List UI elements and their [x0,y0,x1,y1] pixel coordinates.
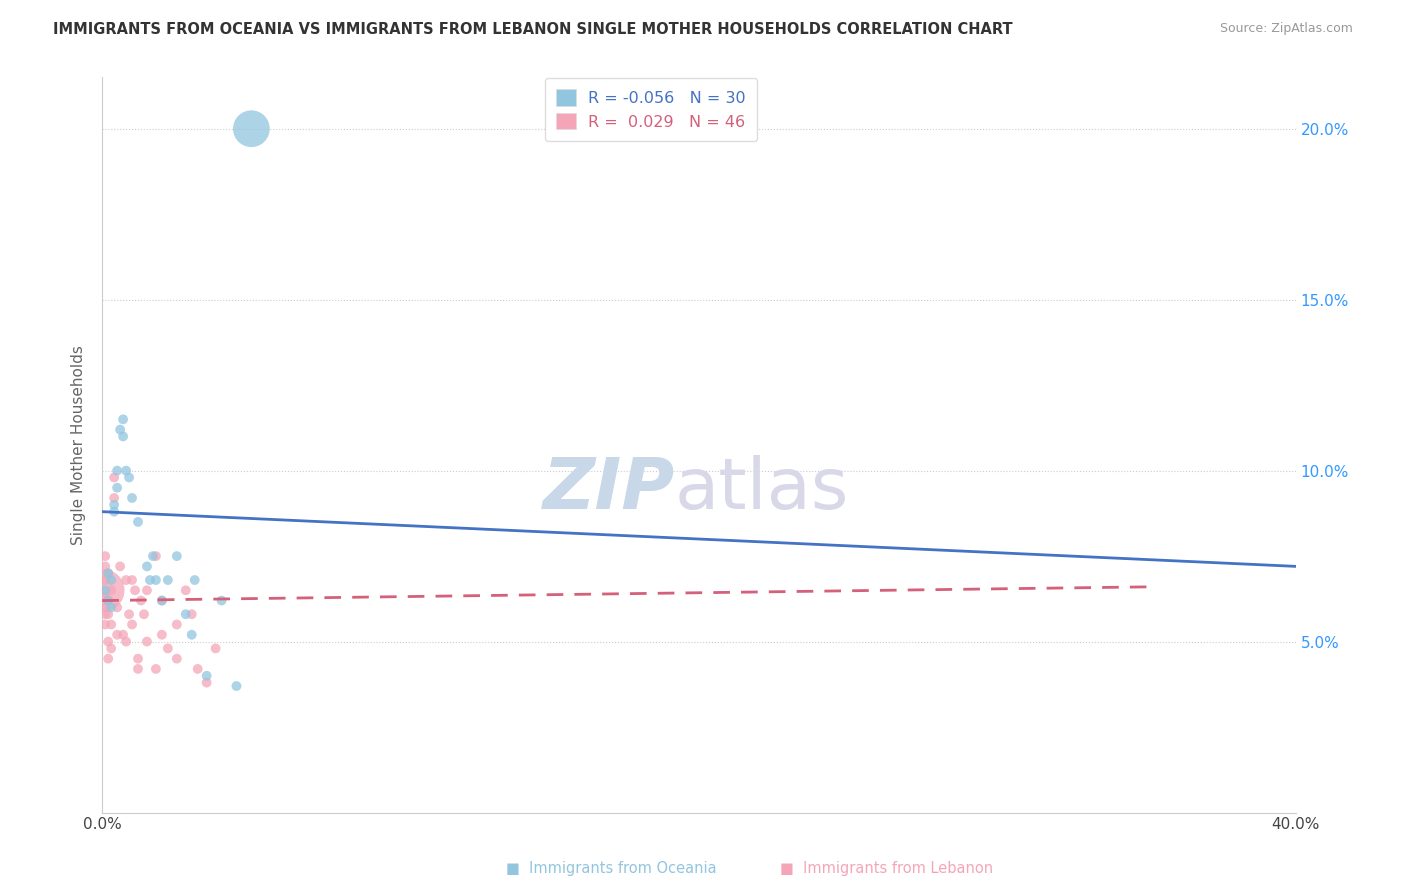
Point [166,617,188,632]
Point [103,470,125,484]
Point [103,505,125,519]
Point [94,549,117,563]
Point [103,491,125,505]
Point [115,573,138,587]
Point [105,464,128,478]
Point [108,559,131,574]
Point [118,470,141,484]
Point [187,662,209,676]
Point [139,573,162,587]
Point [97,634,120,648]
Point [100,617,122,632]
Point [145,549,167,563]
Point [174,583,197,598]
Point [118,607,141,622]
Point [112,628,135,642]
Point [94,590,117,604]
Point [105,628,128,642]
Point [166,549,188,563]
Point [100,600,122,615]
Point [97,566,120,581]
Point [150,593,173,607]
Point [136,634,159,648]
Point [183,573,205,587]
Text: ZIP: ZIP [543,455,675,524]
Point [121,491,143,505]
Point [97,593,120,607]
Point [174,607,197,622]
Point [112,429,135,443]
Point [150,593,173,607]
Point [166,651,188,665]
Legend: R = -0.056   N = 30, R =  0.029   N = 46: R = -0.056 N = 30, R = 0.029 N = 46 [546,78,756,141]
Point [136,559,159,574]
Text: Source: ZipAtlas.com: Source: ZipAtlas.com [1219,22,1353,36]
Point [94,573,117,587]
Point [204,641,226,656]
Text: atlas: atlas [675,455,849,524]
Point [127,651,149,665]
Point [211,593,233,607]
Point [94,600,117,615]
Point [105,481,128,495]
Point [142,549,165,563]
Point [100,583,122,598]
Point [115,464,138,478]
Point [100,573,122,587]
Point [97,566,120,581]
Point [97,651,120,665]
Point [132,607,155,622]
Point [93,583,115,598]
Point [127,515,149,529]
Text: ■  Immigrants from Lebanon: ■ Immigrants from Lebanon [780,861,994,876]
Point [97,607,120,622]
Point [103,498,125,512]
Point [94,617,117,632]
Point [156,641,179,656]
Point [180,607,202,622]
Point [124,583,146,598]
Text: IMMIGRANTS FROM OCEANIA VS IMMIGRANTS FROM LEBANON SINGLE MOTHER HOUSEHOLDS CORR: IMMIGRANTS FROM OCEANIA VS IMMIGRANTS FR… [53,22,1014,37]
Point [136,583,159,598]
Point [129,593,152,607]
Point [94,559,117,574]
Point [150,628,173,642]
Point [180,628,202,642]
Point [121,573,143,587]
Point [94,607,117,622]
Point [97,593,120,607]
Point [112,412,135,426]
Point [127,662,149,676]
Point [100,641,122,656]
Point [145,573,167,587]
Point [145,662,167,676]
Text: ■  Immigrants from Oceania: ■ Immigrants from Oceania [506,861,717,876]
Point [195,669,218,683]
Point [108,423,131,437]
Point [121,617,143,632]
Point [240,121,263,136]
Point [105,600,128,615]
Point [115,634,138,648]
Point [94,583,117,598]
Point [225,679,247,693]
Point [156,573,179,587]
Y-axis label: Single Mother Households: Single Mother Households [72,345,86,545]
Point [195,675,218,690]
